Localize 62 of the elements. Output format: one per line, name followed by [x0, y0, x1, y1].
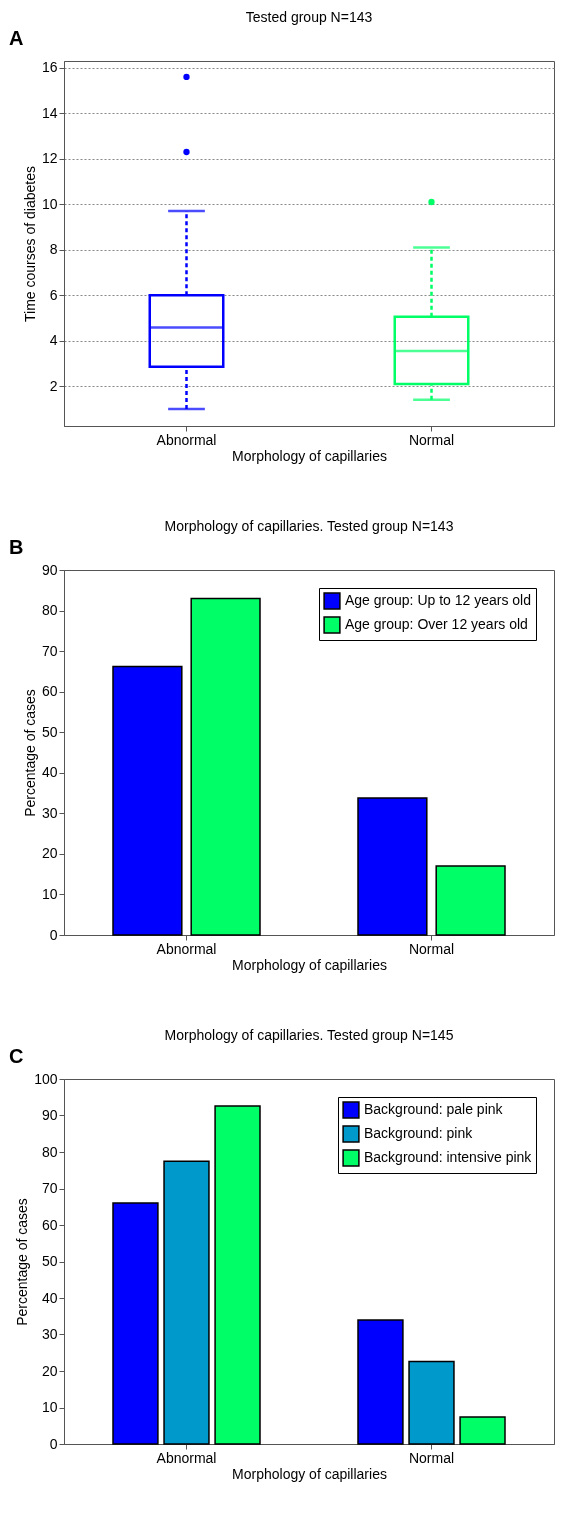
x-tick-label: Normal: [408, 940, 455, 957]
bar: [190, 597, 261, 936]
y-tick-label: 12: [41, 150, 58, 167]
y-tick-label: 2: [49, 377, 58, 394]
text: A: [9, 27, 24, 49]
chart-title: Tested group N=143: [245, 9, 373, 25]
chart-title: Morphology of capillaries. Tested group N=145: [164, 1027, 454, 1043]
y-axis-title: Percentage of cases: [14, 1198, 31, 1326]
bar: [459, 1416, 506, 1445]
y-tick-label: 16: [41, 59, 58, 76]
y-tick-label: 0: [49, 1435, 58, 1452]
legend-label: Background: pink: [364, 1125, 474, 1141]
bar: [112, 1202, 159, 1445]
y-tick-label: 4: [49, 332, 58, 349]
y-tick-label: 70: [41, 1180, 58, 1196]
y-axis-title: Percentage of cases: [21, 689, 38, 817]
y-tick-label: 6: [49, 286, 58, 303]
bar: [435, 865, 506, 936]
bar: [112, 665, 183, 936]
legend-label: Age group: Over 12 years old: [345, 616, 528, 632]
y-tick-label: 80: [41, 602, 58, 619]
y-tick-label: 50: [41, 723, 58, 740]
y-tick-label: 40: [41, 764, 58, 781]
y-tick-label: 14: [41, 104, 58, 121]
legend-label: Age group: Up to 12 years old: [345, 592, 532, 608]
y-tick-label: 40: [41, 1289, 58, 1306]
y-tick-label: 50: [41, 1253, 58, 1269]
bar: [214, 1105, 261, 1445]
y-tick-label: 90: [41, 561, 58, 578]
x-axis-title: Morphology of capillaries: [232, 447, 387, 464]
y-tick-label: 20: [41, 1362, 58, 1379]
bar: [357, 797, 428, 936]
x-tick-label: Abnormal: [156, 940, 217, 957]
y-tick-label: 80: [41, 1143, 58, 1160]
y-tick-label: 60: [41, 1216, 58, 1233]
text: C: [9, 1045, 24, 1067]
x-axis-title: Morphology of capillaries: [232, 1465, 387, 1482]
y-tick-label: 60: [41, 683, 58, 700]
y-tick-label: 70: [41, 642, 58, 659]
y-tick-label: 10: [41, 885, 58, 902]
y-tick-label: 8: [49, 241, 58, 258]
x-tick-label: Normal: [408, 1449, 455, 1466]
y-tick-label: 100: [34, 1070, 58, 1087]
x-tick-label: Normal: [408, 431, 455, 448]
bar: [408, 1360, 455, 1445]
x-axis-title: Morphology of capillaries: [232, 956, 387, 973]
y-tick-label: 30: [41, 1326, 58, 1342]
y-tick-label: 90: [41, 1107, 58, 1123]
y-tick-label: 10: [41, 1399, 58, 1415]
y-tick-label: 20: [41, 845, 58, 862]
y-tick-label: 30: [41, 804, 58, 821]
y-tick-label: 10: [41, 195, 58, 212]
legend-label: Background: pale pink: [364, 1101, 504, 1117]
legend-label: Background: intensive pink: [364, 1149, 533, 1165]
chart-title: Morphology of capillaries. Tested group N=143: [164, 518, 454, 534]
y-tick-label: 0: [49, 926, 58, 943]
text: B: [9, 536, 24, 558]
bar: [357, 1319, 404, 1445]
x-tick-label: Abnormal: [156, 431, 217, 448]
x-tick-label: Abnormal: [156, 1449, 217, 1466]
y-axis-title: Time courses of diabetes: [21, 166, 38, 322]
bar: [163, 1160, 210, 1445]
